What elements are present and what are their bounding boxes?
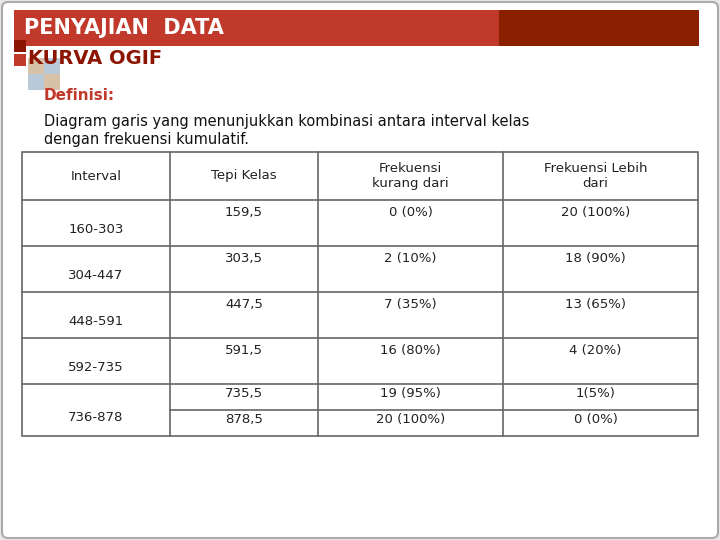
Text: KURVA OGIF: KURVA OGIF [28, 49, 162, 68]
Text: Definisi:: Definisi: [44, 89, 115, 104]
Text: 1(5%): 1(5%) [575, 387, 616, 400]
Text: 448-591: 448-591 [68, 315, 124, 328]
Text: Diagram garis yang menunjukkan kombinasi antara interval kelas: Diagram garis yang menunjukkan kombinasi… [44, 114, 529, 129]
Text: 160-303: 160-303 [68, 224, 124, 237]
Text: 13 (65%): 13 (65%) [565, 299, 626, 312]
Text: 447,5: 447,5 [225, 299, 263, 312]
Text: 304-447: 304-447 [68, 269, 124, 282]
Bar [14, 54, 26, 66]
Text: 7 (35%): 7 (35%) [384, 299, 437, 312]
Text: 20 (100%): 20 (100%) [561, 206, 630, 219]
Text: 736-878: 736-878 [68, 411, 124, 424]
Text: Frekuensi
kurang dari: Frekuensi kurang dari [372, 162, 449, 190]
Bar [14, 10, 699, 46]
Bar [44, 58, 60, 74]
Text: 4 (20%): 4 (20%) [570, 345, 621, 357]
Bar [28, 74, 44, 90]
Text: 19 (95%): 19 (95%) [380, 387, 441, 400]
Text: 159,5: 159,5 [225, 206, 263, 219]
Text: 2 (10%): 2 (10%) [384, 252, 437, 265]
Text: 0 (0%): 0 (0%) [389, 206, 433, 219]
Text: 0 (0%): 0 (0%) [574, 413, 618, 426]
Bar [22, 152, 698, 436]
Text: dengan frekuensi kumulatif.: dengan frekuensi kumulatif. [44, 132, 249, 147]
Text: Tepi Kelas: Tepi Kelas [211, 170, 276, 183]
Text: 16 (80%): 16 (80%) [380, 345, 441, 357]
Text: 591,5: 591,5 [225, 345, 263, 357]
Text: 20 (100%): 20 (100%) [376, 413, 445, 426]
Text: PENYAJIAN  DATA: PENYAJIAN DATA [24, 18, 224, 38]
Text: 735,5: 735,5 [225, 387, 263, 400]
Bar [14, 40, 26, 52]
Text: 878,5: 878,5 [225, 413, 263, 426]
Text: 592-735: 592-735 [68, 361, 124, 374]
Bar [28, 58, 44, 74]
Text: Frekuensi Lebih
dari: Frekuensi Lebih dari [544, 162, 647, 190]
Bar [44, 74, 60, 90]
Text: Interval: Interval [71, 170, 122, 183]
Text: 303,5: 303,5 [225, 252, 263, 265]
Bar [499, 10, 699, 46]
Text: 18 (90%): 18 (90%) [565, 252, 626, 265]
